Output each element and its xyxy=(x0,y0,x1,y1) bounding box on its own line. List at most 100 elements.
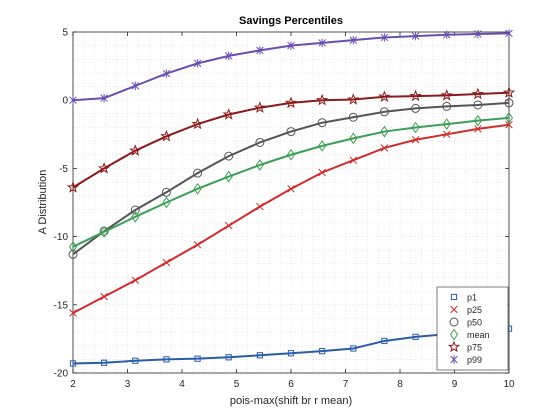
data-point-p75 xyxy=(471,87,484,100)
legend-entry-p75: p75 xyxy=(447,340,482,353)
data-point-p99 xyxy=(318,38,326,48)
data-point-p25 xyxy=(318,168,326,177)
data-point-p1 xyxy=(319,348,326,355)
data-point-mean xyxy=(286,148,296,161)
data-point-p1 xyxy=(101,359,108,366)
data-point-mean xyxy=(349,132,358,145)
y-tick-label: -5 xyxy=(59,164,68,175)
x-tick-label: 7 xyxy=(343,379,349,390)
data-point-p25 xyxy=(100,292,108,301)
series-line-p75 xyxy=(72,91,510,189)
data-point-mean xyxy=(193,182,202,195)
legend-label-p75: p75 xyxy=(467,343,482,353)
data-point-p99 xyxy=(193,59,202,68)
data-point-p99 xyxy=(131,81,140,91)
data-point-p75 xyxy=(222,108,235,120)
data-point-p25 xyxy=(380,144,389,152)
data-point-p75 xyxy=(284,96,298,109)
data-point-p1 xyxy=(194,355,201,362)
data-point-p99 xyxy=(256,46,264,55)
legend-marker-p50 xyxy=(449,317,459,327)
series-line-p50 xyxy=(72,101,510,256)
legend-marker-p1 xyxy=(450,293,458,301)
data-point-p50 xyxy=(130,205,140,215)
data-point-p99 xyxy=(474,29,482,39)
data-point-mean xyxy=(318,140,327,152)
x-tick-label: 4 xyxy=(179,379,185,390)
y-tick-label: -20 xyxy=(54,369,69,380)
series-line-mean xyxy=(72,116,510,248)
data-point-p50 xyxy=(161,187,171,197)
chart-title: Savings Percentiles xyxy=(239,15,343,27)
x-tick-label: 3 xyxy=(125,379,131,390)
legend-marker-mean xyxy=(449,328,459,341)
data-point-p1 xyxy=(163,356,170,363)
data-point-p75 xyxy=(253,101,266,113)
legend-label-p99: p99 xyxy=(467,355,482,365)
data-point-p99 xyxy=(411,31,420,41)
data-point-p50 xyxy=(473,100,483,110)
data-point-p25 xyxy=(349,156,358,164)
data-point-p75 xyxy=(347,93,360,105)
x-tick-label: 6 xyxy=(288,379,294,390)
x-tick-label: 10 xyxy=(503,379,515,390)
legend-marker-p99 xyxy=(450,355,458,364)
data-point-p75 xyxy=(191,117,204,130)
series-p99 xyxy=(69,29,513,105)
data-point-p75 xyxy=(502,86,516,98)
series-p50 xyxy=(68,98,514,259)
data-point-p99 xyxy=(100,93,108,103)
legend-label-mean: mean xyxy=(467,330,490,340)
data-point-p25 xyxy=(474,125,482,133)
data-point-p99 xyxy=(69,96,77,105)
axis-ticks: 2 3 4 5 6 7 8 9 10 -20 -15 -10 -5 0 5 xyxy=(54,28,515,391)
data-point-p1 xyxy=(225,354,232,361)
legend-entry-p99: p99 xyxy=(450,355,482,365)
legend-entry-p1: p1 xyxy=(450,293,477,303)
data-point-p50 xyxy=(504,98,514,108)
y-axis-label: A Distribution xyxy=(37,170,49,235)
data-point-p50 xyxy=(411,103,421,113)
data-point-p1 xyxy=(287,350,295,357)
series-p75 xyxy=(66,86,516,193)
legend-box xyxy=(436,286,509,371)
data-point-p75 xyxy=(160,129,173,142)
x-tick-label: 9 xyxy=(452,379,458,390)
data-point-p50 xyxy=(348,112,358,122)
data-point-p99 xyxy=(442,30,451,39)
data-point-p25 xyxy=(411,136,420,144)
series-layer xyxy=(66,29,516,367)
data-point-p1 xyxy=(350,345,357,352)
data-point-p25 xyxy=(224,221,233,230)
data-point-mean xyxy=(411,121,420,134)
legend: p1 p25 p50 mean p75 p99 xyxy=(436,286,509,371)
legend-label-p50: p50 xyxy=(467,318,482,328)
x-tick-label: 8 xyxy=(397,379,403,390)
data-point-p75 xyxy=(440,89,453,101)
data-point-p75 xyxy=(378,90,391,102)
data-point-p25 xyxy=(256,202,264,211)
data-point-p75 xyxy=(66,181,80,193)
data-point-p50 xyxy=(68,249,78,259)
data-point-p99 xyxy=(349,35,358,45)
data-point-p99 xyxy=(505,29,513,38)
data-point-p25 xyxy=(193,241,202,249)
x-axis-label: pois-max(shift br r mean) xyxy=(230,395,352,407)
legend-label-p1: p1 xyxy=(467,293,477,303)
series-p25 xyxy=(69,120,513,317)
grid xyxy=(72,31,510,374)
y-tick-label: 5 xyxy=(62,28,68,39)
legend-marker-p75 xyxy=(447,340,461,353)
series-line-p1 xyxy=(72,327,510,365)
data-point-p50 xyxy=(224,151,234,161)
data-point-p75 xyxy=(409,89,422,102)
data-point-p75 xyxy=(129,144,142,156)
data-point-p1 xyxy=(132,357,139,364)
data-point-mean xyxy=(162,196,171,209)
x-tick-label: 5 xyxy=(234,379,240,390)
data-point-p1 xyxy=(381,337,388,345)
data-point-p25 xyxy=(131,276,140,285)
series-mean xyxy=(68,112,514,253)
data-point-p75 xyxy=(316,93,329,106)
